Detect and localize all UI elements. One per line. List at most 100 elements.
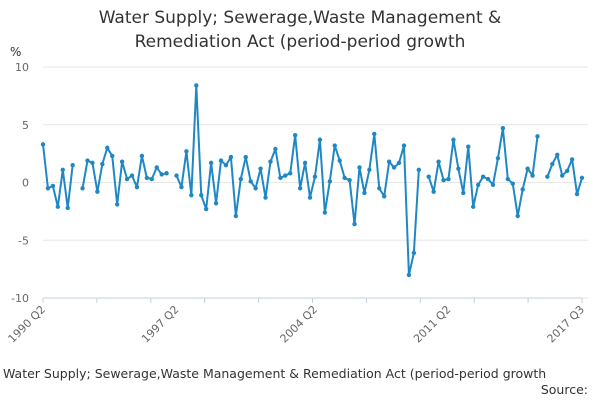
data-point xyxy=(466,144,471,149)
data-point xyxy=(401,143,407,148)
data-point xyxy=(436,159,441,164)
data-point xyxy=(495,156,501,161)
data-point xyxy=(50,183,56,189)
data-point xyxy=(451,137,456,142)
data-point xyxy=(461,190,466,196)
data-point xyxy=(253,186,258,191)
data-point xyxy=(40,142,46,147)
x-axis: 1990 Q2 1997 Q2 2004 Q2 2011 Q2 2017 Q3 xyxy=(6,297,588,346)
data-point xyxy=(391,165,397,170)
data-points xyxy=(40,83,585,278)
data-point xyxy=(416,167,422,172)
data-point xyxy=(80,186,85,191)
data-point xyxy=(396,160,402,166)
data-point xyxy=(199,193,204,198)
data-point xyxy=(332,143,337,148)
data-point xyxy=(288,171,293,176)
y-axis-unit-label: % xyxy=(10,45,21,59)
y-tick-label: -5 xyxy=(18,234,29,247)
data-point xyxy=(139,153,145,159)
data-point xyxy=(327,179,333,184)
data-point xyxy=(520,187,525,192)
data-point xyxy=(411,250,417,256)
x-tick-label: 2011 Q2 xyxy=(411,303,454,346)
data-point xyxy=(515,213,520,219)
data-point xyxy=(174,173,179,178)
data-point xyxy=(248,179,253,184)
data-point xyxy=(535,134,540,139)
data-point xyxy=(302,160,308,166)
data-point xyxy=(233,213,239,219)
data-point xyxy=(426,174,431,179)
x-tick-label: 1997 Q2 xyxy=(139,303,182,346)
data-point xyxy=(456,166,461,171)
data-point xyxy=(223,162,229,168)
data-point xyxy=(431,189,436,194)
data-point xyxy=(100,161,105,167)
data-point xyxy=(525,166,530,171)
data-point xyxy=(110,153,115,159)
data-point xyxy=(362,190,367,196)
data-point xyxy=(372,131,377,137)
data-point xyxy=(475,182,481,188)
data-point xyxy=(574,191,580,197)
x-tick-label: 1990 Q2 xyxy=(6,303,49,346)
data-point xyxy=(283,173,288,178)
data-point xyxy=(292,132,298,138)
y-tick-label: -10 xyxy=(11,292,29,305)
data-point xyxy=(213,201,219,206)
data-point xyxy=(119,159,125,164)
data-point xyxy=(386,159,392,164)
data-point xyxy=(560,173,565,178)
series-line-group xyxy=(42,84,583,276)
data-point xyxy=(208,160,214,166)
data-point xyxy=(352,221,357,227)
data-point xyxy=(164,171,169,176)
data-point xyxy=(471,204,476,209)
data-point xyxy=(268,159,273,164)
data-point xyxy=(179,184,184,190)
data-point xyxy=(441,177,446,183)
data-point xyxy=(312,174,318,179)
data-point xyxy=(45,186,51,191)
data-point xyxy=(85,158,90,163)
y-axis-ticks: 10 5 0 -5 -10 xyxy=(11,61,29,305)
data-point xyxy=(273,146,278,152)
footer-source-label: Source: xyxy=(540,382,588,397)
data-point xyxy=(144,175,150,181)
data-point xyxy=(114,202,120,207)
data-point xyxy=(545,174,550,179)
data-point xyxy=(579,175,585,181)
data-point xyxy=(90,160,95,166)
y-tick-label: 10 xyxy=(15,61,29,74)
data-point xyxy=(184,149,189,154)
data-point xyxy=(105,145,110,151)
data-point xyxy=(129,173,135,178)
data-point xyxy=(485,176,491,182)
data-point xyxy=(297,186,303,191)
data-point xyxy=(124,176,130,182)
data-point xyxy=(550,161,555,167)
data-point xyxy=(95,189,100,194)
data-point xyxy=(203,206,209,212)
chart-title-line-2: Remediation Act (period-period growth xyxy=(134,32,466,52)
series-line xyxy=(427,127,539,217)
series-line xyxy=(546,153,583,196)
data-point xyxy=(569,157,575,162)
gridlines xyxy=(43,66,588,299)
data-point xyxy=(70,162,75,168)
data-point xyxy=(228,154,234,160)
data-point xyxy=(555,152,560,157)
data-point xyxy=(134,184,140,190)
data-point xyxy=(337,158,342,163)
series-line xyxy=(42,144,74,209)
data-point xyxy=(189,193,194,198)
y-tick-label: 0 xyxy=(22,177,29,190)
x-tick-label: 2017 Q3 xyxy=(545,303,588,346)
chart-title: Water Supply; Sewerage,Waste Management … xyxy=(0,6,600,54)
data-point xyxy=(159,172,164,177)
data-point xyxy=(238,176,243,182)
data-point xyxy=(317,137,323,142)
data-point xyxy=(505,176,511,182)
data-point xyxy=(278,175,283,181)
